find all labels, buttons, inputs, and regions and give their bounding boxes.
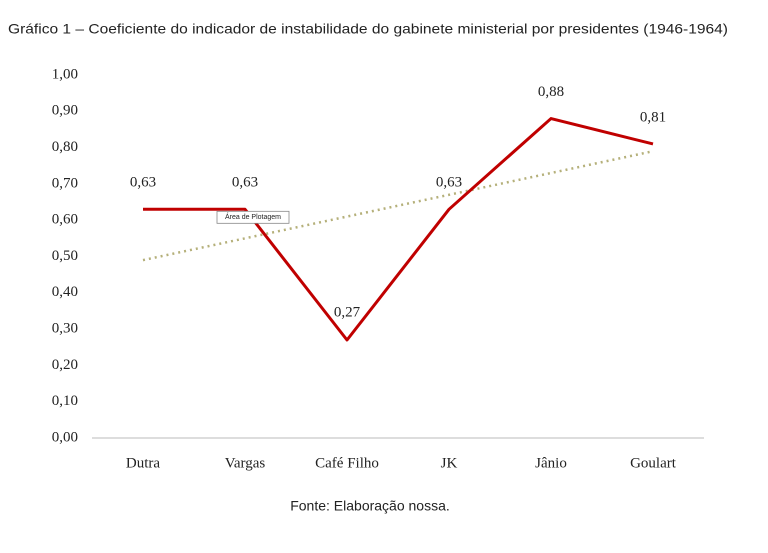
x-tick-label: JK — [441, 455, 458, 471]
x-tick-label: Café Filho — [315, 455, 379, 471]
x-tick-label: Vargas — [225, 455, 266, 471]
y-tick-label: 0,20 — [52, 357, 78, 373]
y-tick-label: 0,30 — [52, 321, 78, 337]
data-label: 0,27 — [334, 304, 361, 320]
tooltip-box — [216, 210, 290, 224]
x-tick-label: Goulart — [630, 455, 677, 471]
y-tick-label: 0,70 — [52, 175, 78, 191]
data-label: 0,88 — [538, 84, 564, 100]
data-line — [143, 117, 654, 342]
trend-line — [142, 150, 654, 262]
y-tick-label: 0,80 — [52, 139, 78, 155]
chart-title: Gráfico 1 – Coeficiente do indicador de … — [8, 21, 728, 37]
y-tick-label: 0,00 — [52, 429, 78, 445]
data-label: 0,63 — [232, 175, 258, 191]
y-tick-label: 1,00 — [52, 66, 78, 82]
source-note: Fonte: Elaboração nossa. — [290, 498, 450, 514]
y-tick-label: 0,90 — [52, 103, 78, 119]
x-tick-label: Dutra — [126, 455, 160, 471]
data-label: 0,63 — [130, 175, 156, 191]
y-tick-label: 0,10 — [52, 393, 78, 409]
y-tick-label: 0,60 — [52, 212, 78, 228]
x-tick-label: Jânio — [535, 455, 567, 471]
data-label: 0,63 — [436, 175, 462, 191]
y-tick-label: 0,50 — [52, 248, 78, 264]
data-label: 0,81 — [640, 109, 666, 125]
tooltip-text: Área de Plotagem — [225, 212, 281, 221]
y-tick-label: 0,40 — [52, 284, 78, 300]
